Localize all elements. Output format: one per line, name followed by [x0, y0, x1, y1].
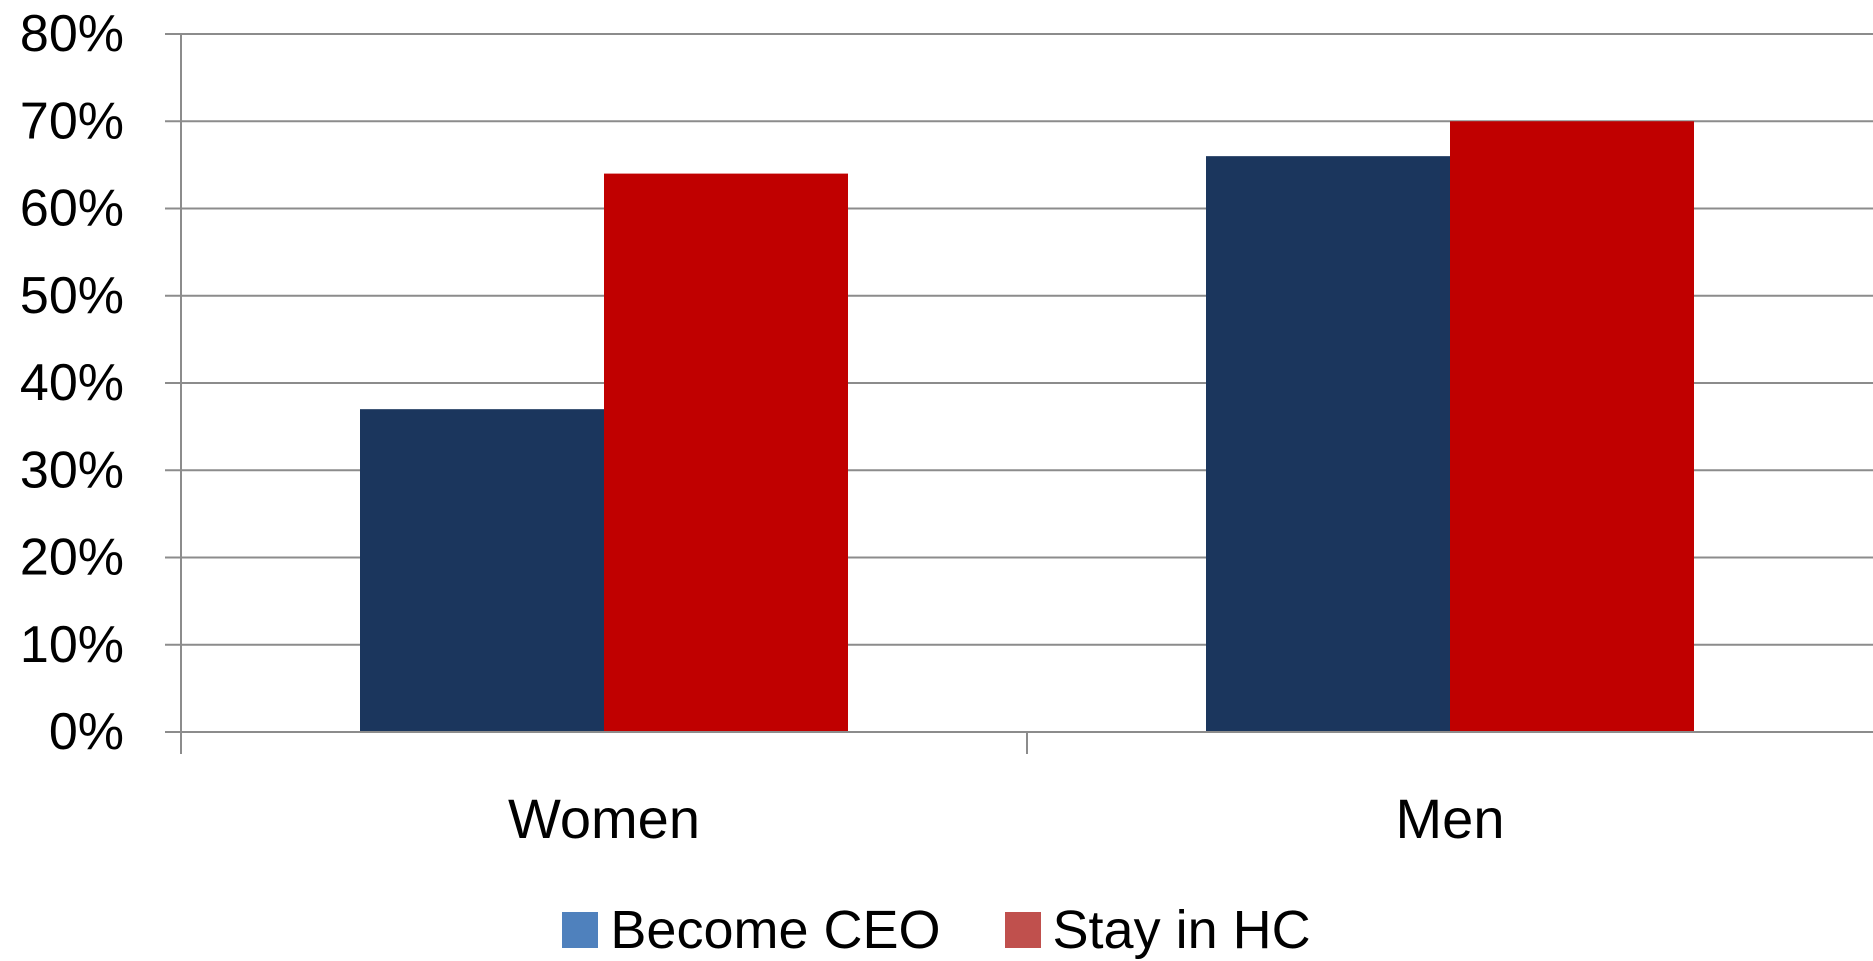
y-tick-label: 50% [20, 267, 124, 325]
legend-item-become-ceo: Become CEO [562, 899, 941, 961]
legend-swatch-become-ceo [562, 912, 599, 948]
bar-stay-in-hc-women [604, 173, 848, 733]
y-tick-label: 60% [20, 180, 124, 238]
axes [180, 34, 1873, 754]
legend-label-become-ceo: Become CEO [610, 900, 941, 960]
y-tick-label: 80% [20, 5, 124, 63]
y-tick-label: 20% [20, 529, 124, 587]
x-tick-labels: Women Men [508, 787, 1504, 850]
y-tick-labels: 0% 10% 20% 30% 40% 50% 60% 70% 80% [20, 5, 124, 761]
y-tick-label: 40% [20, 354, 124, 412]
legend-item-stay-in-hc: Stay in HC [1004, 899, 1311, 961]
bar-become-ceo-men [1206, 156, 1450, 732]
bar-become-ceo-women [360, 409, 604, 732]
y-tick-label: 70% [20, 92, 124, 150]
bar-stay-in-hc-men [1450, 121, 1694, 732]
legend-label-stay-in-hc: Stay in HC [1052, 900, 1311, 960]
x-tick-label: Men [1396, 787, 1505, 850]
y-tick-label: 0% [49, 703, 124, 761]
y-tick-label: 30% [20, 441, 124, 499]
legend: Become CEO Stay in HC [0, 900, 1873, 960]
x-tick-label: Women [508, 787, 700, 850]
legend-swatch-stay-in-hc [1004, 912, 1041, 948]
bar-chart: 0% 10% 20% 30% 40% 50% 60% 70% 80% Women Men [20, 5, 1873, 850]
y-tick-label: 10% [20, 616, 124, 674]
bars [360, 121, 1694, 733]
